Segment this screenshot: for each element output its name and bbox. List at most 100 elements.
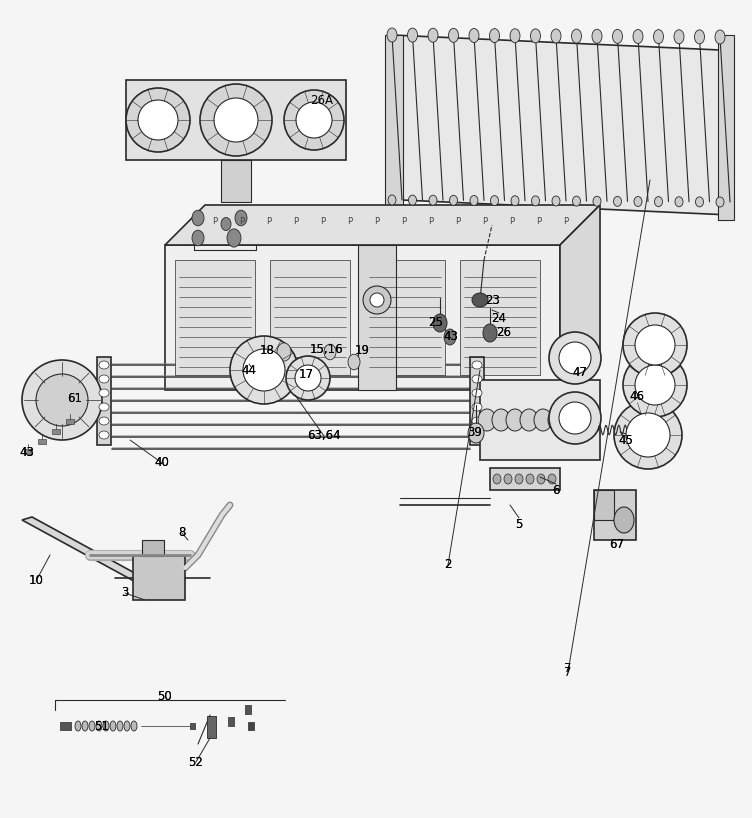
Ellipse shape — [75, 721, 81, 731]
Text: 47: 47 — [572, 366, 587, 380]
Ellipse shape — [387, 28, 397, 42]
Text: 63,64: 63,64 — [307, 429, 341, 443]
Ellipse shape — [221, 218, 231, 231]
Text: P: P — [347, 218, 353, 227]
Bar — [38, 439, 46, 444]
Text: 26: 26 — [496, 326, 511, 339]
Text: 7: 7 — [564, 662, 572, 675]
Ellipse shape — [472, 417, 482, 425]
Ellipse shape — [444, 329, 456, 345]
Bar — [52, 429, 60, 434]
Ellipse shape — [99, 375, 109, 383]
Ellipse shape — [562, 409, 580, 431]
Text: 18: 18 — [259, 344, 274, 357]
Ellipse shape — [82, 721, 88, 731]
Ellipse shape — [348, 354, 360, 370]
Ellipse shape — [696, 197, 704, 207]
Ellipse shape — [614, 507, 634, 533]
Ellipse shape — [526, 474, 534, 484]
Text: P: P — [563, 218, 569, 227]
Text: 25: 25 — [429, 317, 444, 330]
Text: 44: 44 — [241, 363, 256, 376]
Bar — [221, 160, 251, 202]
Bar — [365, 260, 445, 375]
Ellipse shape — [200, 84, 272, 156]
Ellipse shape — [504, 474, 512, 484]
Ellipse shape — [428, 29, 438, 43]
Text: 18: 18 — [259, 344, 274, 357]
Text: 23: 23 — [486, 294, 500, 307]
Bar — [594, 490, 614, 520]
Polygon shape — [22, 517, 175, 598]
Text: 8: 8 — [178, 527, 186, 540]
Text: P: P — [293, 218, 299, 227]
Bar — [207, 716, 216, 738]
Ellipse shape — [284, 90, 344, 150]
Text: 3: 3 — [121, 587, 129, 600]
Text: P: P — [483, 218, 487, 227]
Text: 43: 43 — [20, 446, 35, 459]
Bar — [165, 245, 560, 390]
Ellipse shape — [433, 314, 447, 332]
Text: P: P — [320, 218, 326, 227]
Ellipse shape — [511, 196, 519, 206]
Ellipse shape — [593, 196, 601, 206]
Ellipse shape — [506, 409, 524, 431]
Text: 19: 19 — [354, 344, 369, 357]
Ellipse shape — [552, 196, 560, 206]
Ellipse shape — [695, 30, 705, 44]
Text: 23: 23 — [486, 294, 500, 307]
Text: 6: 6 — [552, 483, 559, 497]
Ellipse shape — [614, 196, 621, 206]
Ellipse shape — [634, 196, 642, 206]
Ellipse shape — [429, 196, 437, 205]
Ellipse shape — [99, 417, 109, 425]
Text: 19: 19 — [354, 344, 369, 357]
Ellipse shape — [472, 375, 482, 383]
Ellipse shape — [530, 29, 541, 43]
Text: 43: 43 — [20, 446, 35, 459]
Text: P: P — [239, 218, 244, 227]
Text: 5: 5 — [515, 518, 523, 531]
Ellipse shape — [572, 196, 581, 206]
Text: 26: 26 — [496, 326, 511, 339]
Ellipse shape — [235, 210, 247, 226]
Ellipse shape — [472, 403, 482, 411]
Text: 39: 39 — [468, 426, 483, 439]
Ellipse shape — [675, 197, 683, 207]
Ellipse shape — [36, 374, 88, 426]
Ellipse shape — [117, 721, 123, 731]
Bar — [460, 260, 540, 375]
Bar — [126, 80, 346, 160]
Bar — [60, 722, 71, 730]
Bar — [24, 449, 32, 454]
Text: 47: 47 — [572, 366, 587, 380]
Ellipse shape — [559, 342, 591, 374]
Ellipse shape — [124, 721, 130, 731]
Ellipse shape — [450, 196, 457, 205]
Ellipse shape — [510, 29, 520, 43]
Ellipse shape — [549, 392, 601, 444]
Text: 24: 24 — [492, 312, 507, 326]
Bar — [248, 722, 254, 730]
Bar — [718, 35, 734, 220]
Ellipse shape — [408, 196, 417, 205]
Ellipse shape — [520, 409, 538, 431]
Bar — [133, 556, 185, 600]
Text: 8: 8 — [178, 527, 186, 540]
Text: 2: 2 — [444, 559, 452, 572]
Text: 50: 50 — [158, 690, 172, 703]
Bar — [470, 357, 484, 445]
Text: P: P — [402, 218, 407, 227]
Text: 3: 3 — [121, 587, 129, 600]
Ellipse shape — [214, 98, 258, 142]
Text: P: P — [374, 218, 380, 227]
Text: P: P — [456, 218, 460, 227]
Text: 50: 50 — [158, 690, 172, 703]
Ellipse shape — [532, 196, 539, 206]
Ellipse shape — [492, 409, 510, 431]
Text: 2: 2 — [444, 559, 452, 572]
Text: 51: 51 — [95, 720, 110, 732]
Ellipse shape — [324, 344, 336, 360]
Ellipse shape — [227, 229, 241, 247]
